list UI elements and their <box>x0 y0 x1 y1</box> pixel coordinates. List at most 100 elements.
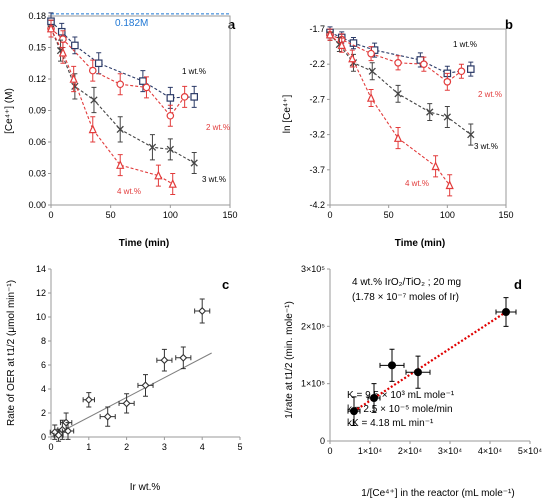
panel-a-data-point <box>190 93 199 101</box>
panel-a-data-point <box>166 145 174 154</box>
panel-b-x-tick-label: 100 <box>440 210 455 220</box>
panel-a-data-point <box>142 83 151 92</box>
panel-d-data-point <box>388 361 396 370</box>
panel-label-a: a <box>228 17 236 32</box>
panel-a-data-point <box>190 159 198 167</box>
panel-b-y-tick-label: -2.2 <box>309 59 325 69</box>
panel-b-data-point <box>367 49 375 58</box>
panel-a-data-point <box>88 66 97 75</box>
panel-c-y-tick-label: 10 <box>36 312 46 322</box>
panel-b: b Time (min) ln [Ce⁴⁺] <box>282 17 513 249</box>
panel-d-ylabel: 1/rate at t1/2 (min. mole⁻¹) <box>284 301 295 419</box>
panel-a-reference-label: 0.182M <box>115 18 148 29</box>
panel-d-x-tick-label: 1×10⁴ <box>358 446 382 456</box>
panel-b-y-tick-label: -4.2 <box>309 200 325 210</box>
panel-a-data-point <box>116 125 124 134</box>
panel-b-data-point <box>393 132 403 142</box>
panel-a-y-tick-label: 0.00 <box>28 200 46 210</box>
panel-d-constant-k-rate: k = 2.5 × 10⁻⁵ mole/min <box>347 404 453 415</box>
panel-b-series-label: 4 wt.% <box>405 179 429 188</box>
panel-a-data-point <box>168 178 177 188</box>
panel-a-y-tick-label: 0.06 <box>28 137 46 147</box>
panel-c-data-point <box>141 381 150 390</box>
panel-a-data-point <box>69 73 78 83</box>
panel-b-data-point <box>467 130 475 139</box>
panel-b-x-tick-label: 0 <box>327 210 332 220</box>
panel-d-data-point <box>502 308 510 316</box>
panel-b-data-point <box>325 29 335 39</box>
panel-a-data-point <box>148 143 157 151</box>
panel-b-ylabel: ln [Ce⁴⁺] <box>282 95 293 134</box>
panel-c-data-point <box>54 431 63 440</box>
panel-a-x-tick-label: 0 <box>48 210 53 220</box>
panel-a-series-label: 2 wt.% <box>206 123 230 132</box>
panel-a-xlabel: Time (min) <box>119 238 169 249</box>
panel-b-data-point <box>457 67 466 76</box>
panel-a-x-tick-label: 100 <box>163 210 178 220</box>
panel-b-data-point <box>348 53 357 63</box>
panel-b-y-tick-label: -1.7 <box>309 24 325 34</box>
panel-d-data-point <box>370 394 378 402</box>
panel-b-data-point <box>443 113 451 121</box>
panel-d-x-tick-label: 0 <box>327 446 332 456</box>
panel-a-series-label: 3 wt.% <box>202 175 226 184</box>
panel-b-xlabel: Time (min) <box>395 238 445 249</box>
panel-d-x-tick-label: 2×10⁴ <box>398 446 422 456</box>
panel-c-y-tick-label: 6 <box>41 360 46 370</box>
panel-a-y-tick-label: 0.03 <box>28 169 46 179</box>
panel-b-data-point <box>467 65 475 73</box>
panel-c-data-point <box>160 356 169 365</box>
panel-a-data-point <box>139 77 147 85</box>
panel-c: c Ir wt.% Rate of OER at t1/2 (μmol min⁻… <box>6 277 229 493</box>
panel-b-data-point <box>443 78 452 86</box>
panel-b-data-point <box>420 60 428 68</box>
panel-a-data-point <box>166 94 175 102</box>
panel-a-data-point <box>46 23 56 33</box>
panel-c-y-tick-label: 14 <box>36 264 46 274</box>
panel-d-x-tick-label: 3×10⁴ <box>438 446 462 456</box>
panel-b-series-label: 3 wt.% <box>474 142 498 151</box>
panel-a-data-point <box>71 41 79 50</box>
panel-c-y-tick-label: 12 <box>36 288 46 298</box>
panel-a-data-point <box>90 96 98 104</box>
panel-d-y-tick-label: 3×10⁵ <box>301 264 325 274</box>
panel-d-x-tick-label: 5×10⁴ <box>518 446 542 456</box>
panel-d-annotation-line-1: 4 wt.% IrO₂/TiO₂ ; 20 mg <box>352 277 461 288</box>
panel-a-series-4-trend-line <box>50 28 173 185</box>
panel-b-data-point <box>366 92 376 102</box>
panel-d-data-point <box>350 407 358 416</box>
panel-c-y-tick-label: 0 <box>41 432 46 442</box>
panel-a-ylabel: [Ce⁴⁺] (M) <box>4 88 15 134</box>
panel-b-data-point <box>337 40 346 49</box>
panel-d-xlabel: 1/[Ce⁴⁺] in the reactor (mL mole⁻¹) <box>361 488 514 499</box>
panel-c-x-tick-label: 5 <box>237 442 242 452</box>
panel-a-data-point <box>180 93 189 101</box>
panel-c-y-tick-label: 2 <box>41 408 46 418</box>
panel-a-data-point <box>57 27 66 36</box>
panel-c-data-point <box>198 307 207 315</box>
panel-c-y-tick-label: 4 <box>41 384 46 394</box>
panel-a: a Time (min) [Ce⁴⁺] (M) <box>4 17 236 249</box>
panel-b-data-point <box>368 67 376 75</box>
panel-c-xlabel: Ir wt.% <box>130 482 161 493</box>
panel-b-series-label: 2 wt.% <box>478 90 502 99</box>
panel-a-y-tick-label: 0.09 <box>28 106 46 116</box>
panel-c-data-point <box>122 399 131 408</box>
panel-label-c: c <box>222 277 229 292</box>
panel-label-d: d <box>514 277 522 292</box>
panel-d-annotation-line-2: (1.78 × 10⁻⁷ moles of Ir) <box>352 292 459 303</box>
panel-b-data-point <box>426 108 434 116</box>
panel-c-x-tick-label: 4 <box>200 442 205 452</box>
panel-a-data-point <box>94 59 103 68</box>
panel-a-data-point <box>116 159 125 169</box>
panel-d: d 1/[Ce⁴⁺] in the reactor (mL mole⁻¹) 1/… <box>284 277 522 499</box>
panel-c-x-tick-label: 0 <box>48 442 53 452</box>
panel-a-x-tick-label: 50 <box>106 210 116 220</box>
panel-a-data-point <box>154 170 163 180</box>
panel-b-data-point <box>431 161 440 171</box>
panel-b-data-point <box>394 90 402 98</box>
panel-c-x-tick-label: 3 <box>162 442 167 452</box>
panel-b-y-tick-label: -3.7 <box>309 165 325 175</box>
panel-a-series-label: 1 wt.% <box>182 67 206 76</box>
